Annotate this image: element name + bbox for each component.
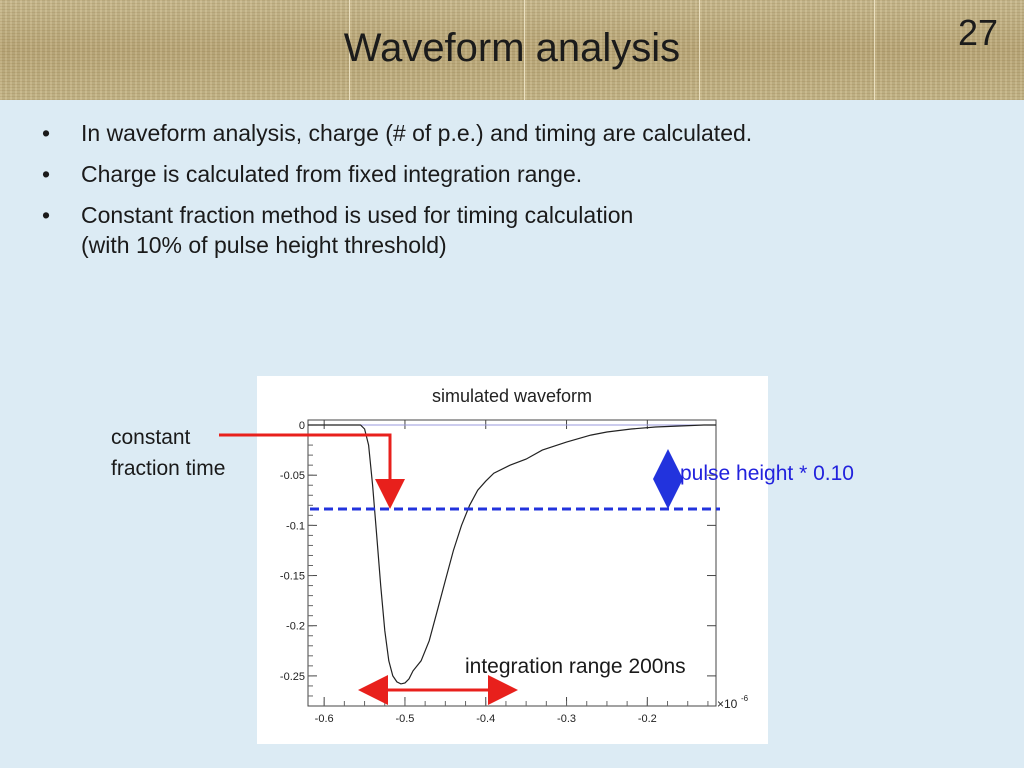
chart-title: simulated waveform [432,386,592,406]
integration-range-label: integration range 200ns [465,655,686,678]
axis-ticks: 0 -0.05 -0.1 -0.15 -0.2 -0.25 -0.6 -0.5 -0.4 -0.3… [280,420,716,725]
header-seam [699,0,700,100]
bullet-text: Constant fraction method is used for tim… [81,202,634,228]
page-number: 27 [957,12,998,53]
x-tick-label: -0.2 [638,713,657,725]
header-seam [524,0,525,100]
constant-fraction-label-line2: fraction time [111,457,226,480]
slide-title: Waveform analysis [343,26,681,70]
x-tick-label: -0.3 [557,713,576,725]
bullet-continuation: (with 10% of pulse height threshold) [81,232,447,258]
header-seam [874,0,875,100]
y-tick-label: -0.1 [286,520,305,532]
title-bar: Waveform analysis 27 [0,0,1024,100]
bullet-item: • In waveform analysis, charge (# of p.e… [42,118,752,148]
plot-frame [307,419,717,707]
pulse-height-label: pulse height * 0.10 [680,462,854,485]
bullet-text: Charge is calculated from fixed integrat… [81,161,583,187]
x-tick-label: -0.4 [476,713,495,725]
bullet-text: In waveform analysis, charge (# of p.e.)… [81,120,753,146]
constant-fraction-arrow [219,433,405,509]
y-tick-label: -0.2 [286,621,305,633]
bullet-list: • In waveform analysis, charge (# of p.e… [42,118,752,271]
bullet-marker: • [42,202,51,228]
y-tick-label: 0 [299,420,305,432]
bullet-marker: • [42,161,51,187]
header-seam [349,0,350,100]
y-tick-label: -0.05 [280,470,305,482]
x-tick-label: -0.5 [395,713,414,725]
constant-fraction-label: constant fraction time [111,422,225,484]
x-exponent-label: ×10 [717,697,738,711]
y-tick-label: -0.25 [280,671,305,683]
waveform-chart: simulated waveform 0 -0.05 -0.1 -0.15 -0.2 -0… [280,386,749,725]
constant-fraction-label-line1: constant [111,426,191,449]
bullet-item: • Charge is calculated from fixed integr… [42,159,752,189]
x-tick-label: -0.6 [315,713,334,725]
bullet-marker: • [42,120,51,146]
x-exponent-power: -6 [741,694,749,703]
y-tick-label: -0.15 [280,571,305,583]
bullet-item: • Constant fraction method is used for t… [42,200,752,260]
waveform-series-line [308,424,716,685]
